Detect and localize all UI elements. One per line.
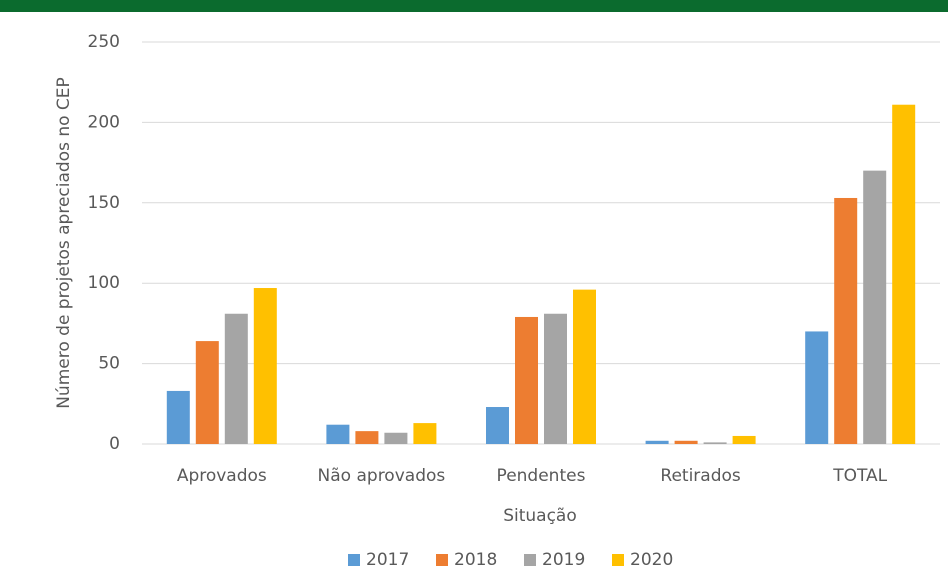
bar [355,431,379,444]
bar [326,424,350,444]
bar [253,288,277,444]
legend-label: 2020 [630,550,673,570]
legend-swatch [524,554,536,566]
y-tick-label: 150 [88,193,120,213]
legend-swatch [612,554,624,566]
bar [834,197,858,444]
bar [892,104,916,444]
y-tick-label: 100 [88,273,120,293]
y-tick-label: 50 [98,354,120,374]
legend-label: 2019 [542,550,585,570]
bar [544,313,567,444]
bar [703,442,727,444]
bar [674,440,698,444]
x-tick-label: Aprovados [177,466,267,486]
bar [195,341,219,444]
bar [486,407,509,444]
x-tick-label: TOTAL [832,466,887,486]
legend-label: 2017 [366,550,409,570]
bar [573,289,596,444]
bar [732,435,756,444]
legend-label: 2018 [454,550,497,570]
bar [805,331,829,444]
x-tick-label: Pendentes [497,466,586,486]
bar [224,313,248,444]
bar [863,170,887,444]
y-tick-label: 250 [88,32,120,52]
bar [384,432,408,444]
x-axis-title: Situação [503,506,577,526]
header-band [0,0,948,12]
bar [515,316,538,444]
legend-swatch [436,554,448,566]
x-tick-label: Retirados [660,466,740,486]
bar [166,390,190,444]
y-axis-title: Número de projetos apreciados no CEP [54,77,74,409]
bar [645,440,669,444]
x-tick-label: Não aprovados [318,466,446,486]
y-tick-label: 0 [109,434,120,454]
legend-swatch [348,554,360,566]
y-tick-label: 200 [88,112,120,132]
bar [413,423,437,444]
